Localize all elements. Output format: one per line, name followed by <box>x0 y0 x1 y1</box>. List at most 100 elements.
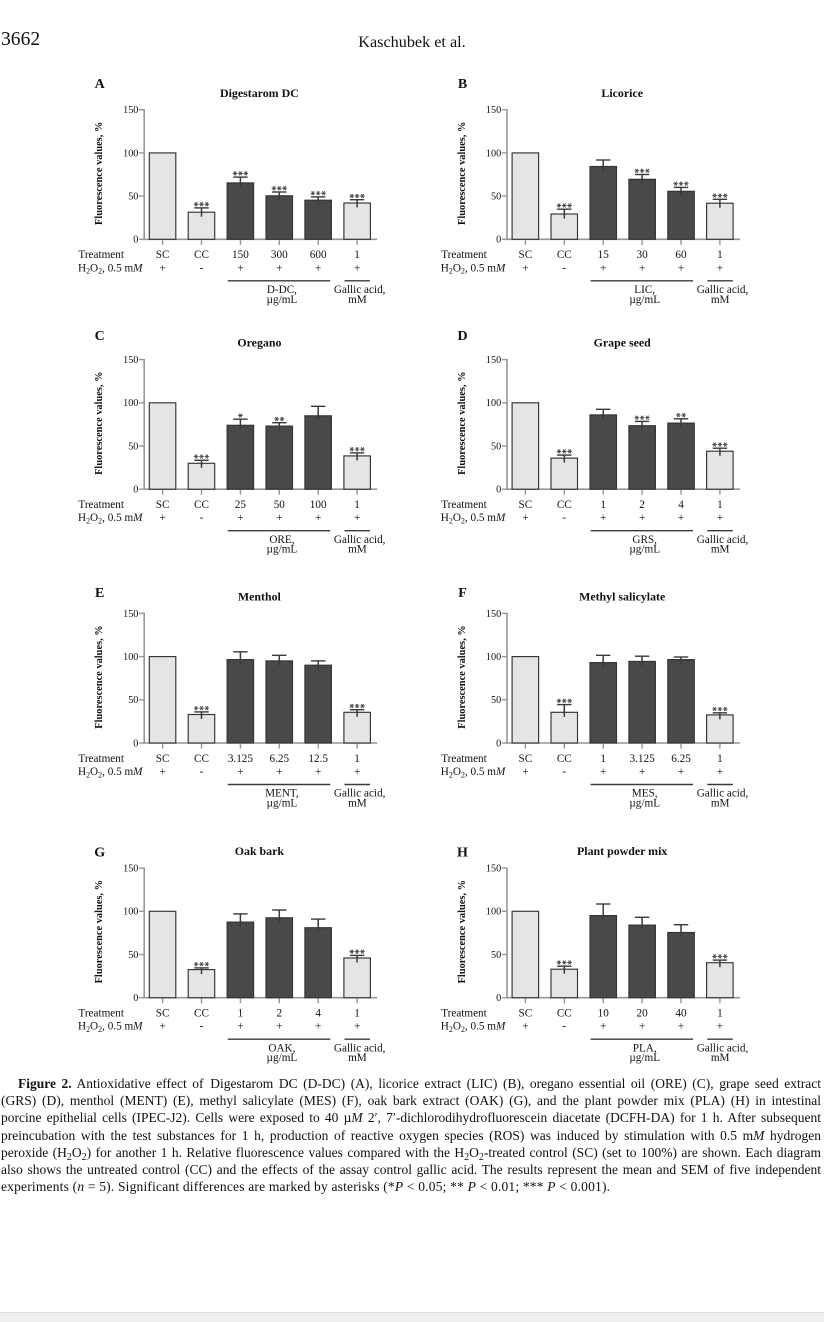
svg-text:+: + <box>354 512 360 524</box>
svg-text:1: 1 <box>717 1008 723 1020</box>
svg-text:Gallic acid,: Gallic acid, <box>697 1042 749 1054</box>
svg-text:1: 1 <box>600 499 606 511</box>
svg-text:100: 100 <box>486 398 501 409</box>
svg-text:+: + <box>678 1021 684 1033</box>
svg-text:H2O2, 0.5 mM: H2O2, 0.5 mM <box>78 766 143 779</box>
svg-text:100: 100 <box>310 499 327 511</box>
svg-text:0: 0 <box>133 738 138 749</box>
svg-text:+: + <box>717 262 723 274</box>
svg-text:0: 0 <box>133 235 138 246</box>
svg-text:+: + <box>276 262 282 274</box>
svg-text:+: + <box>315 1021 321 1033</box>
svg-text:+: + <box>600 262 606 274</box>
svg-text:100: 100 <box>123 907 138 918</box>
svg-text:SC: SC <box>519 249 533 261</box>
svg-text:SC: SC <box>156 499 170 511</box>
svg-text:CC: CC <box>557 1008 572 1020</box>
svg-text:Fluorescence values, %: Fluorescence values, % <box>94 371 105 474</box>
svg-text:-: - <box>562 262 566 274</box>
svg-text:0: 0 <box>133 485 138 496</box>
svg-text:H2O2, 0.5 mM: H2O2, 0.5 mM <box>441 1021 506 1034</box>
svg-text:+: + <box>717 512 723 524</box>
svg-text:-: - <box>200 512 204 524</box>
svg-text:F: F <box>458 586 467 601</box>
svg-text:+: + <box>639 766 645 778</box>
svg-text:SC: SC <box>156 1008 170 1020</box>
svg-text:100: 100 <box>486 148 501 159</box>
svg-text:-: - <box>562 766 566 778</box>
svg-text:+: + <box>315 512 321 524</box>
svg-text:Oregano: Oregano <box>237 336 281 350</box>
svg-text:+: + <box>159 766 165 778</box>
svg-text:Methyl salicylate: Methyl salicylate <box>579 590 665 604</box>
svg-text:Fluorescence values, %: Fluorescence values, % <box>457 625 468 728</box>
svg-text:12.5: 12.5 <box>308 753 328 765</box>
svg-text:Treatment: Treatment <box>441 499 487 511</box>
svg-text:CC: CC <box>194 1008 209 1020</box>
svg-text:50: 50 <box>128 192 138 203</box>
svg-text:Gallic acid,: Gallic acid, <box>334 534 386 546</box>
svg-text:-: - <box>562 512 566 524</box>
svg-text:+: + <box>717 766 723 778</box>
svg-text:0: 0 <box>133 993 138 1004</box>
svg-text:20: 20 <box>637 1008 649 1020</box>
svg-text:Treatment: Treatment <box>441 249 487 261</box>
svg-text:Fluorescence values, %: Fluorescence values, % <box>457 122 468 225</box>
svg-text:mM: mM <box>348 294 367 306</box>
svg-text:150: 150 <box>486 609 501 620</box>
svg-text:D: D <box>457 329 467 344</box>
svg-text:Menthol: Menthol <box>238 590 282 604</box>
svg-text:Fluorescence values, %: Fluorescence values, % <box>94 625 105 728</box>
svg-text:1: 1 <box>717 249 723 261</box>
svg-text:100: 100 <box>486 652 501 663</box>
svg-text:Gallic acid,: Gallic acid, <box>697 284 749 296</box>
svg-text:50: 50 <box>491 441 501 452</box>
svg-text:+: + <box>159 262 165 274</box>
svg-text:+: + <box>639 262 645 274</box>
svg-text:µg/mL: µg/mL <box>267 544 298 556</box>
svg-text:Gallic acid,: Gallic acid, <box>334 1042 386 1054</box>
svg-text:µg/mL: µg/mL <box>267 294 298 306</box>
svg-text:150: 150 <box>123 864 138 875</box>
svg-text:1: 1 <box>717 753 723 765</box>
svg-text:Licorice: Licorice <box>601 86 643 100</box>
svg-text:+: + <box>522 512 528 524</box>
svg-text:+: + <box>600 766 606 778</box>
svg-text:100: 100 <box>486 907 501 918</box>
svg-text:µg/mL: µg/mL <box>629 798 660 810</box>
svg-text:CC: CC <box>194 249 209 261</box>
svg-text:mM: mM <box>711 294 730 306</box>
svg-text:GRS,: GRS, <box>632 534 657 546</box>
svg-text:-: - <box>200 766 204 778</box>
svg-text:+: + <box>237 1021 243 1033</box>
svg-text:mM: mM <box>348 798 367 810</box>
svg-text:mM: mM <box>711 544 730 556</box>
svg-text:+: + <box>276 766 282 778</box>
svg-text:+: + <box>159 512 165 524</box>
svg-text:MES,: MES, <box>632 788 658 800</box>
svg-text:SC: SC <box>156 249 170 261</box>
svg-text:mM: mM <box>711 798 730 810</box>
svg-text:1: 1 <box>354 1008 360 1020</box>
svg-text:+: + <box>237 512 243 524</box>
svg-text:H2O2, 0.5 mM: H2O2, 0.5 mM <box>78 1021 143 1034</box>
svg-text:Treatment: Treatment <box>78 249 124 261</box>
svg-text:-: - <box>200 1021 204 1033</box>
svg-text:µg/mL: µg/mL <box>629 544 660 556</box>
svg-text:1: 1 <box>600 753 606 765</box>
svg-text:H2O2, 0.5 mM: H2O2, 0.5 mM <box>441 512 506 525</box>
svg-text:+: + <box>600 1021 606 1033</box>
svg-text:0: 0 <box>496 235 501 246</box>
svg-text:2: 2 <box>639 499 645 511</box>
svg-text:50: 50 <box>274 499 286 511</box>
svg-text:+: + <box>315 766 321 778</box>
svg-text:Fluorescence values, %: Fluorescence values, % <box>94 880 105 983</box>
svg-text:Plant powder mix: Plant powder mix <box>577 844 667 858</box>
svg-text:Treatment: Treatment <box>441 753 487 765</box>
svg-text:+: + <box>159 1021 165 1033</box>
svg-text:Oak bark: Oak bark <box>235 844 285 858</box>
svg-text:Treatment: Treatment <box>78 753 124 765</box>
svg-text:150: 150 <box>486 864 501 875</box>
svg-text:3.125: 3.125 <box>630 753 656 765</box>
svg-text:µg/mL: µg/mL <box>629 1052 660 1064</box>
